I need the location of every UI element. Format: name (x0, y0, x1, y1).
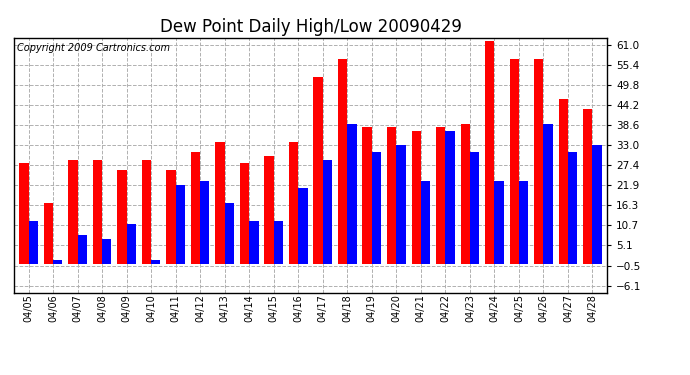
Bar (274, 220, 283, 264)
Bar (313, 77, 323, 264)
Bar (68, 160, 77, 264)
Bar (421, 181, 430, 264)
Bar (485, 41, 495, 264)
Bar (436, 127, 445, 264)
Bar (534, 59, 544, 264)
Bar (593, 145, 602, 264)
Bar (19, 163, 28, 264)
Bar (289, 142, 298, 264)
Bar (200, 181, 210, 264)
Bar (519, 181, 529, 264)
Bar (411, 131, 421, 264)
Bar (323, 160, 332, 264)
Bar (298, 188, 308, 264)
Text: Copyright 2009 Cartronics.com: Copyright 2009 Cartronics.com (17, 43, 170, 52)
Bar (249, 220, 259, 264)
Bar (559, 99, 568, 264)
Bar (544, 124, 553, 264)
Bar (191, 152, 200, 264)
Bar (510, 59, 519, 264)
Bar (445, 131, 455, 264)
Bar (77, 235, 87, 264)
Title: Dew Point Daily High/Low 20090429: Dew Point Daily High/Low 20090429 (159, 18, 462, 36)
Bar (151, 260, 161, 264)
Bar (53, 260, 62, 264)
Bar (362, 127, 372, 264)
Bar (264, 156, 274, 264)
Bar (92, 160, 102, 264)
Bar (126, 224, 136, 264)
Bar (225, 203, 234, 264)
Bar (166, 170, 176, 264)
Bar (396, 145, 406, 264)
Bar (240, 163, 249, 264)
Bar (387, 127, 396, 264)
Bar (347, 124, 357, 264)
Bar (43, 203, 53, 264)
Bar (470, 152, 479, 264)
Bar (28, 220, 38, 264)
Bar (338, 59, 347, 264)
Bar (460, 124, 470, 264)
Bar (117, 170, 126, 264)
Bar (495, 181, 504, 264)
Bar (372, 152, 381, 264)
Bar (176, 185, 185, 264)
Bar (215, 142, 225, 264)
Bar (583, 110, 593, 264)
Bar (142, 160, 151, 264)
Bar (102, 238, 111, 264)
Bar (568, 152, 578, 264)
